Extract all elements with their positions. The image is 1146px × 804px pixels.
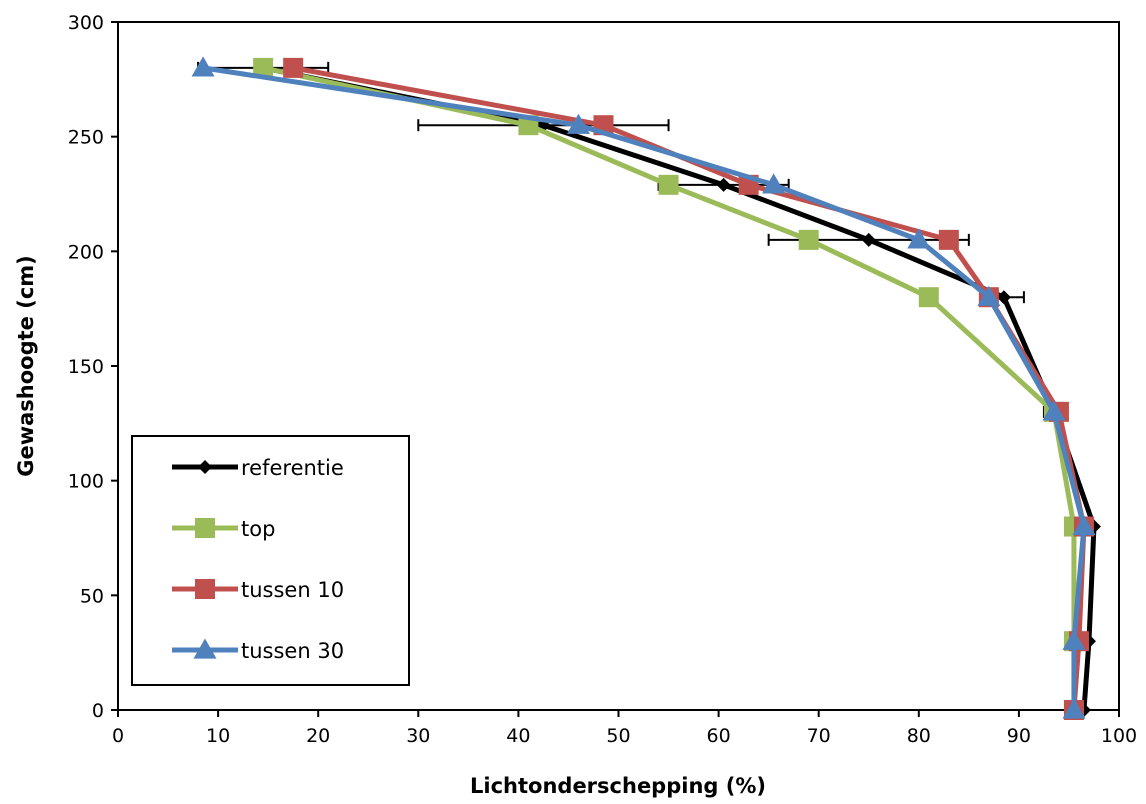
data-point-top bbox=[658, 174, 679, 195]
x-tick-label: 10 bbox=[206, 725, 230, 747]
data-point-tussen-30 bbox=[762, 173, 786, 194]
x-tick-label: 70 bbox=[807, 725, 831, 747]
legend-swatch-marker bbox=[198, 460, 212, 474]
legend-label: tussen 30 bbox=[241, 639, 344, 663]
x-tick-label: 100 bbox=[1101, 725, 1137, 747]
y-tick-label: 50 bbox=[80, 585, 104, 607]
data-point-tussen-30 bbox=[1042, 400, 1066, 421]
data-point-referentie bbox=[996, 290, 1011, 305]
y-tick-group: 0 50 100 150 200 250 300 bbox=[68, 12, 118, 722]
data-point-tussen-10 bbox=[938, 229, 959, 250]
x-tick-label: 30 bbox=[406, 725, 430, 747]
y-tick-label: 200 bbox=[68, 241, 104, 263]
series-line-tussen-10 bbox=[292, 65, 1087, 711]
x-tick-label: 50 bbox=[606, 725, 630, 747]
data-point-top bbox=[798, 229, 819, 250]
legend-label: referentie bbox=[241, 456, 344, 480]
x-tick-label: 40 bbox=[506, 725, 530, 747]
legend-label: tussen 10 bbox=[241, 578, 344, 602]
y-tick-label: 150 bbox=[68, 356, 104, 378]
legend: referentie top tussen 10 tussen 30 bbox=[131, 435, 410, 686]
data-point-tussen-30 bbox=[977, 285, 1001, 306]
y-tick-label: 250 bbox=[68, 127, 104, 149]
x-tick-label: 20 bbox=[306, 725, 330, 747]
y-tick-label: 100 bbox=[68, 471, 104, 493]
legend-items: referentie top tussen 10 tussen 30 bbox=[172, 456, 344, 663]
data-point-top bbox=[253, 57, 274, 78]
legend-swatch-marker bbox=[193, 638, 217, 659]
legend-label: top bbox=[241, 517, 275, 541]
series-group bbox=[191, 56, 1101, 720]
data-point-referentie bbox=[716, 177, 731, 192]
x-tick-label: 0 bbox=[112, 725, 124, 747]
data-point-tussen-30 bbox=[1072, 515, 1096, 536]
x-tick-group: 0 10 20 30 40 50 60 70 80 90 100 bbox=[112, 710, 1137, 747]
data-point-tussen-30 bbox=[1062, 698, 1086, 719]
data-point-tussen-30 bbox=[907, 228, 931, 249]
x-tick-label: 80 bbox=[907, 725, 931, 747]
x-tick-label: 90 bbox=[1007, 725, 1031, 747]
y-tick-label: 0 bbox=[92, 700, 104, 722]
y-axis-title: Gewashoogte (cm) bbox=[14, 255, 38, 477]
data-point-top bbox=[918, 287, 939, 308]
legend-swatch-marker bbox=[195, 579, 215, 599]
legend-box bbox=[131, 435, 410, 686]
data-point-tussen-30 bbox=[566, 113, 590, 134]
x-tick-label: 60 bbox=[707, 725, 731, 747]
legend-swatch-marker bbox=[195, 518, 215, 538]
y-tick-label: 300 bbox=[68, 12, 104, 34]
data-point-referentie bbox=[861, 232, 876, 247]
data-point-tussen-30 bbox=[1062, 629, 1086, 650]
x-axis-title: Lichtonderschepping (%) bbox=[470, 774, 766, 798]
error-bars bbox=[197, 61, 1065, 418]
data-point-tussen-30 bbox=[191, 56, 215, 77]
data-point-tussen-10 bbox=[283, 57, 304, 78]
